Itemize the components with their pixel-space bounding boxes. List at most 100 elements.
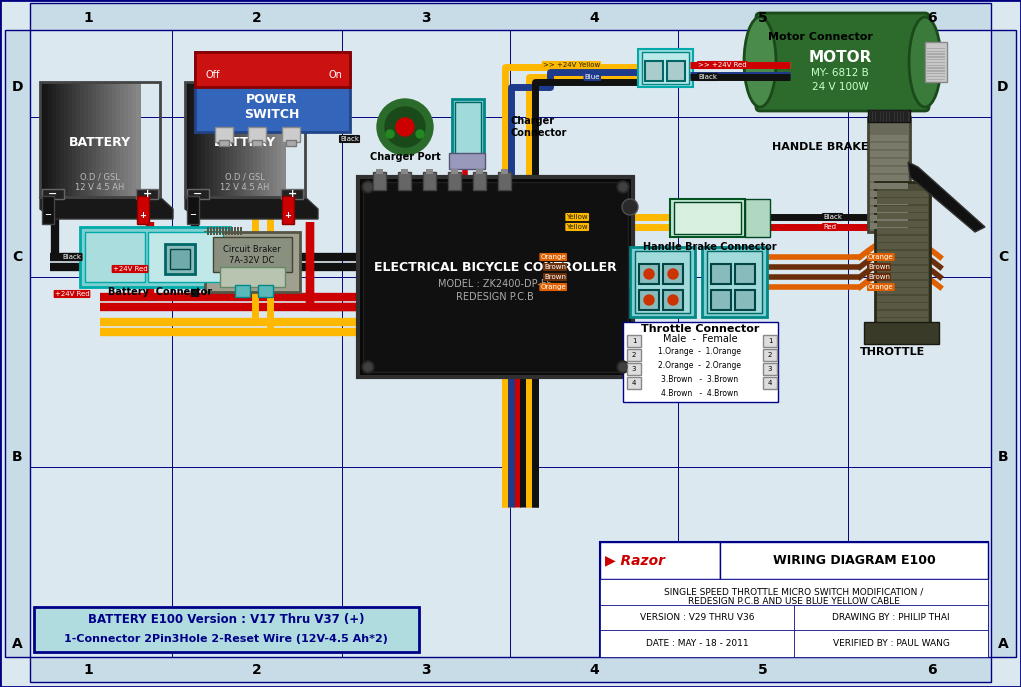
- Circle shape: [386, 130, 394, 138]
- Bar: [927, 73, 945, 74]
- Bar: [48, 82, 53, 197]
- Text: A: A: [998, 637, 1009, 651]
- Bar: [229, 82, 234, 197]
- Bar: [627, 335, 641, 347]
- Circle shape: [644, 269, 654, 279]
- Bar: [112, 82, 117, 197]
- Bar: [252, 140, 262, 146]
- Text: THROTTLE: THROTTLE: [861, 347, 926, 357]
- Bar: [627, 363, 641, 375]
- Bar: [80, 227, 230, 287]
- Text: DATE : MAY - 18 - 2011: DATE : MAY - 18 - 2011: [645, 640, 748, 649]
- Bar: [877, 228, 928, 234]
- Bar: [663, 290, 683, 310]
- Bar: [185, 82, 305, 197]
- Bar: [205, 82, 210, 197]
- Text: REDESIGN P.C.B: REDESIGN P.C.B: [456, 292, 534, 302]
- Bar: [877, 243, 928, 249]
- Bar: [245, 82, 250, 197]
- Text: 4: 4: [768, 380, 772, 386]
- Bar: [711, 264, 731, 284]
- Bar: [137, 196, 149, 224]
- Bar: [40, 82, 160, 197]
- Bar: [877, 303, 928, 309]
- Bar: [136, 189, 158, 199]
- Circle shape: [416, 130, 424, 138]
- Text: D: D: [11, 80, 22, 94]
- Bar: [269, 82, 274, 197]
- Bar: [667, 61, 685, 81]
- Text: −: −: [193, 189, 203, 199]
- Text: MODEL : ZK2400-DP-FS: MODEL : ZK2400-DP-FS: [438, 279, 552, 289]
- Bar: [870, 183, 908, 189]
- Bar: [794, 630, 988, 657]
- Bar: [358, 177, 633, 377]
- Text: O.D / GSL
12 V 4.5 AH: O.D / GSL 12 V 4.5 AH: [76, 172, 125, 192]
- Text: 1: 1: [84, 11, 93, 25]
- Circle shape: [364, 363, 372, 371]
- Text: SINGLE SPEED THROTTLE MICRO SWITCH MODIFICATION /: SINGLE SPEED THROTTLE MICRO SWITCH MODIF…: [665, 587, 924, 596]
- Bar: [877, 213, 928, 219]
- Text: 4.Brown   -  4.Brown: 4.Brown - 4.Brown: [662, 389, 738, 398]
- Text: 1-Connector 2Pin3Hole 2-Reset Wire (12V-4.5 Ah*2): 1-Connector 2Pin3Hole 2-Reset Wire (12V-…: [64, 634, 388, 644]
- Bar: [927, 51, 945, 52]
- Bar: [373, 172, 386, 190]
- Text: 3: 3: [768, 366, 772, 372]
- Text: Charger Port: Charger Port: [370, 152, 440, 162]
- Bar: [870, 167, 908, 173]
- Bar: [88, 82, 93, 197]
- Bar: [670, 199, 745, 237]
- Text: Orange: Orange: [868, 254, 893, 260]
- Circle shape: [364, 183, 372, 191]
- Text: >> +24V Red: >> +24V Red: [698, 62, 746, 68]
- Bar: [877, 318, 928, 324]
- Bar: [195, 52, 350, 87]
- Circle shape: [668, 295, 678, 305]
- Text: −: −: [190, 210, 196, 220]
- Text: 1: 1: [632, 338, 636, 344]
- Text: 3.Brown   -  3.Brown: 3.Brown - 3.Brown: [662, 374, 738, 383]
- Bar: [868, 117, 910, 232]
- Bar: [889, 110, 891, 122]
- Circle shape: [377, 99, 433, 155]
- Bar: [674, 202, 741, 234]
- Bar: [376, 169, 383, 174]
- Bar: [124, 82, 129, 197]
- Text: VERIFIED BY : PAUL WANG: VERIFIED BY : PAUL WANG: [832, 640, 950, 649]
- Text: Black: Black: [62, 254, 82, 260]
- Bar: [735, 264, 755, 284]
- Bar: [426, 169, 433, 174]
- Bar: [213, 227, 215, 235]
- Text: Throttle Connector: Throttle Connector: [641, 324, 760, 334]
- Bar: [225, 227, 227, 235]
- Bar: [630, 247, 695, 317]
- Text: C: C: [998, 250, 1008, 264]
- Bar: [476, 169, 483, 174]
- Bar: [233, 82, 238, 197]
- Bar: [763, 377, 777, 389]
- Bar: [136, 82, 141, 197]
- Bar: [455, 102, 481, 154]
- Text: +: +: [142, 189, 152, 199]
- Circle shape: [619, 183, 627, 191]
- Bar: [96, 82, 101, 197]
- Bar: [76, 82, 81, 197]
- Circle shape: [362, 361, 374, 373]
- Bar: [253, 82, 258, 197]
- Bar: [870, 151, 908, 157]
- Bar: [201, 82, 206, 197]
- Bar: [220, 267, 285, 287]
- Bar: [864, 322, 939, 344]
- Text: Battery  Connector: Battery Connector: [108, 287, 212, 297]
- Bar: [5, 30, 30, 657]
- Text: Orange: Orange: [540, 284, 566, 290]
- Bar: [635, 251, 690, 313]
- Text: D: D: [998, 80, 1009, 94]
- Text: Black: Black: [340, 136, 359, 142]
- Text: 1: 1: [768, 338, 772, 344]
- Bar: [282, 196, 294, 224]
- Text: +24V Red: +24V Red: [55, 291, 89, 297]
- Text: BATTERY: BATTERY: [214, 135, 276, 148]
- Bar: [30, 3, 991, 30]
- Bar: [241, 82, 246, 197]
